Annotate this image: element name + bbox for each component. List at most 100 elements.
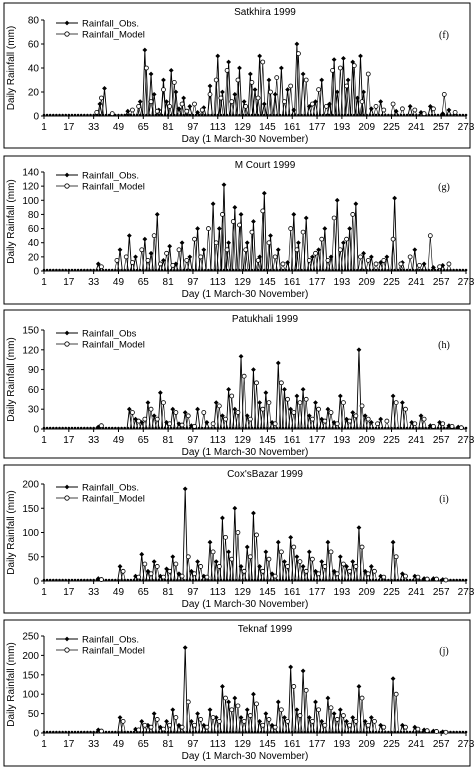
x-tick-label: 161 xyxy=(284,587,301,598)
x-tick-label: 1 xyxy=(41,435,47,446)
panel-label: (g) xyxy=(438,182,450,193)
data-point-model xyxy=(255,257,261,263)
data-point-model xyxy=(167,722,173,728)
data-point-model xyxy=(417,262,422,268)
data-point-model xyxy=(325,257,331,263)
y-tick-label: 100 xyxy=(22,196,39,207)
data-point-model xyxy=(216,403,222,409)
y-tick-label: 60 xyxy=(28,385,40,396)
data-point-obs xyxy=(362,568,368,574)
data-point-model xyxy=(143,65,149,71)
data-point-model xyxy=(353,413,359,419)
data-point-model xyxy=(334,571,340,577)
data-point-obs xyxy=(97,101,103,107)
data-point-obs xyxy=(244,544,250,550)
data-point-obs xyxy=(361,250,367,256)
data-point-model xyxy=(167,568,173,574)
data-point-model xyxy=(285,396,290,402)
x-tick-label: 33 xyxy=(88,122,100,133)
data-point-model xyxy=(130,410,135,415)
data-point-model xyxy=(266,240,272,246)
legend-model-marker xyxy=(64,341,70,347)
data-point-obs xyxy=(446,107,452,113)
x-tick-label: 257 xyxy=(433,739,450,750)
data-point-model xyxy=(330,68,335,73)
data-point-model xyxy=(109,111,115,116)
data-point-obs xyxy=(179,240,185,246)
data-point-model xyxy=(328,705,334,711)
data-point-model xyxy=(204,574,210,580)
data-point-obs xyxy=(215,53,221,59)
data-point-obs xyxy=(201,722,207,728)
data-point-model xyxy=(185,699,191,705)
data-point-obs xyxy=(334,197,340,203)
data-point-obs xyxy=(368,564,374,569)
panel-label: (j) xyxy=(439,646,448,657)
data-point-model xyxy=(114,257,120,263)
data-point-obs xyxy=(145,400,151,405)
data-point-obs xyxy=(282,387,287,392)
chart-title: Patukhali 1999 xyxy=(232,314,299,325)
data-point-model xyxy=(268,89,273,95)
data-point-model xyxy=(210,715,216,720)
x-tick-label: 161 xyxy=(284,739,301,750)
data-point-model xyxy=(235,530,241,535)
y-tick-label: 80 xyxy=(28,16,40,27)
data-point-model xyxy=(247,416,253,422)
data-point-obs xyxy=(210,201,216,207)
data-point-model xyxy=(229,99,235,104)
x-tick-label: 193 xyxy=(334,277,351,288)
y-axis-label: Daily Rainfall (mm) xyxy=(6,490,17,574)
data-point-model xyxy=(347,722,353,728)
data-point-model xyxy=(398,261,404,267)
data-point-obs xyxy=(331,568,337,574)
data-point-model xyxy=(421,416,427,422)
data-point-obs xyxy=(164,718,169,724)
data-point-model xyxy=(229,556,235,562)
y-tick-label: 50 xyxy=(28,552,40,563)
data-point-obs xyxy=(195,559,200,564)
chart-title: Teknaf 1999 xyxy=(238,624,293,635)
data-point-model xyxy=(375,421,380,427)
y-tick-label: 120 xyxy=(22,345,39,356)
x-tick-label: 49 xyxy=(113,587,125,598)
data-point-obs xyxy=(350,410,356,415)
data-point-model xyxy=(94,110,100,115)
data-point-model xyxy=(296,51,301,56)
data-point-obs xyxy=(319,559,325,564)
data-point-obs xyxy=(220,413,225,419)
data-point-obs xyxy=(168,68,174,73)
data-point-obs xyxy=(300,387,306,392)
data-point-obs xyxy=(294,554,300,560)
data-point-model xyxy=(415,726,421,732)
data-point-model xyxy=(237,222,242,228)
data-point-model xyxy=(210,421,216,427)
data-point-model xyxy=(403,406,408,412)
data-point-model xyxy=(351,63,357,68)
data-point-obs xyxy=(313,699,318,705)
x-tick-label: 97 xyxy=(187,122,199,133)
data-point-model xyxy=(243,104,249,109)
y-tick-label: 40 xyxy=(28,64,40,75)
data-point-model xyxy=(272,573,278,579)
zero-marker xyxy=(408,113,412,117)
x-tick-label: 241 xyxy=(408,277,425,288)
data-point-model xyxy=(229,707,235,713)
data-point-obs xyxy=(325,406,331,412)
data-point-model xyxy=(334,717,340,722)
chart-panel-2: 0 30 60 90 120 150 1 17 33 49 65 81 97 113 129 145 161 17… xyxy=(3,309,474,459)
x-tick-label: 145 xyxy=(259,739,276,750)
data-point-model xyxy=(201,410,207,415)
data-point-obs xyxy=(325,695,331,701)
data-point-model xyxy=(303,77,309,83)
data-point-model xyxy=(173,561,179,567)
x-tick-label: 273 xyxy=(458,587,474,598)
data-point-obs xyxy=(362,718,368,724)
x-tick-label: 241 xyxy=(408,435,425,446)
data-point-model xyxy=(303,568,309,574)
data-point-obs xyxy=(201,105,207,110)
data-point-obs xyxy=(275,699,281,705)
data-point-model xyxy=(316,571,322,577)
legend-obs-label: Rainfall_Obs. xyxy=(82,19,139,30)
